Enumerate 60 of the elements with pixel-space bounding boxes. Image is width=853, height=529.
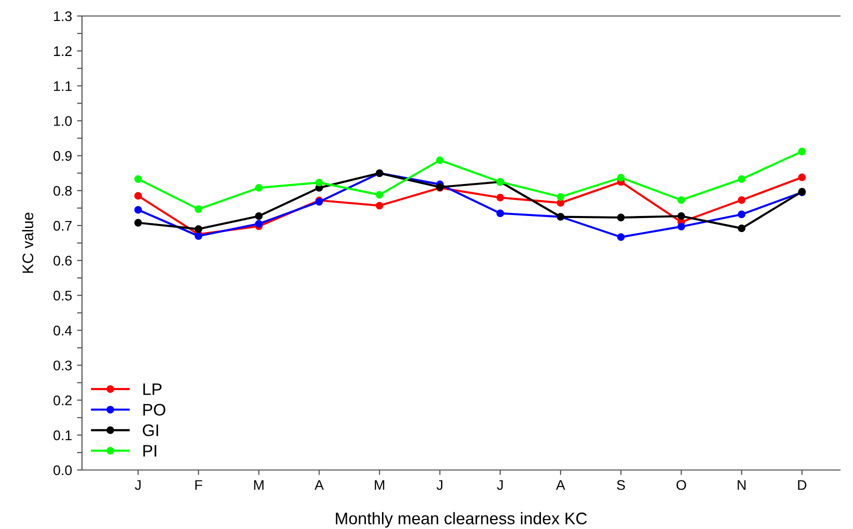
legend-label: GI	[142, 424, 158, 436]
y-tick-label: 1.3	[54, 11, 72, 22]
point	[134, 218, 142, 227]
point	[617, 174, 625, 182]
x-tick-label: O	[676, 480, 686, 490]
y-axis-title: KC value	[22, 212, 34, 273]
legend-label: PI	[143, 445, 156, 457]
y-tick-label: 0.7	[54, 220, 72, 231]
y-tick-label: 0.3	[54, 360, 72, 370]
y-tick-label: 0.0	[54, 465, 72, 476]
point	[194, 225, 202, 233]
x-tick-label: J	[436, 480, 442, 490]
point	[134, 206, 142, 214]
x-tick-label: J	[134, 480, 141, 490]
point	[194, 205, 202, 213]
point	[738, 210, 746, 218]
point	[315, 178, 323, 186]
y-tick-label: 0.1	[54, 430, 72, 440]
point	[496, 194, 504, 202]
x-axis-title: Monthly mean clearness index KC	[336, 512, 587, 528]
point	[255, 212, 263, 220]
point	[677, 196, 686, 204]
point	[617, 214, 625, 222]
point	[376, 202, 384, 210]
point	[677, 212, 686, 220]
point	[255, 184, 263, 192]
y-tick-label: 1.0	[54, 116, 72, 126]
x-tick-label: S	[616, 480, 625, 490]
point	[798, 174, 806, 182]
point	[436, 156, 444, 164]
point	[496, 209, 504, 218]
y-tick-label: 0.2	[54, 395, 72, 406]
x-tick-label: N	[738, 480, 746, 490]
x-tick-label: A	[314, 480, 324, 490]
x-tick-label: D	[798, 480, 806, 490]
x-tick-label: M	[374, 480, 384, 490]
x-tick-label: A	[556, 480, 566, 490]
point	[134, 192, 142, 200]
point	[738, 196, 746, 204]
y-tick-label: 0.6	[54, 256, 72, 266]
x-tick-label: M	[254, 480, 264, 490]
y-tick-label: 0.4	[54, 326, 72, 336]
point	[134, 175, 142, 183]
point	[798, 148, 806, 156]
y-tick-label: 0.9	[54, 151, 72, 161]
legend-label: PO	[143, 404, 166, 416]
point	[738, 224, 746, 232]
y-tick-label: 0.8	[54, 186, 72, 196]
x-tick-label: F	[195, 480, 202, 490]
y-tick-label: 1.2	[54, 46, 72, 56]
point	[677, 222, 686, 230]
point	[617, 233, 625, 241]
point	[255, 220, 263, 228]
y-tick-label: 1.1	[54, 81, 72, 91]
y-tick-label: 0.5	[54, 290, 72, 301]
point	[738, 175, 746, 183]
point	[376, 190, 384, 199]
point	[556, 193, 564, 201]
x-tick-label: J	[496, 480, 503, 490]
legend-label: LP	[143, 383, 162, 395]
